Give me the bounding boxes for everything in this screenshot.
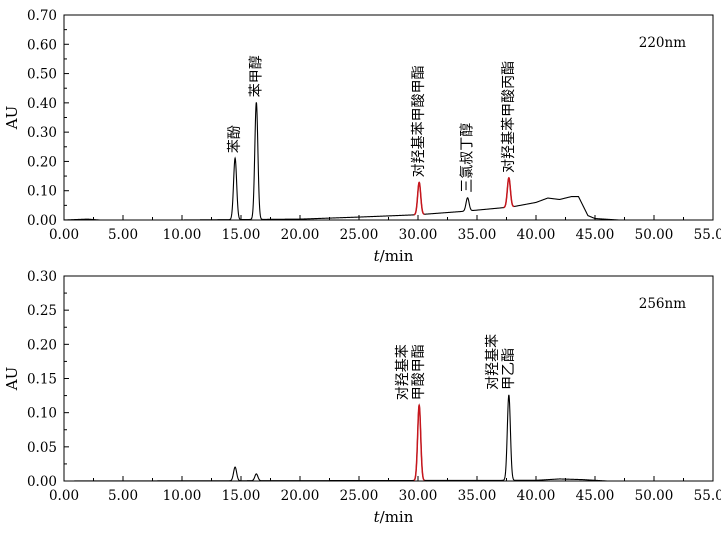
y-tick-label: 0.10 <box>27 406 57 422</box>
y-tick-label: 0.20 <box>27 154 57 170</box>
peak-label: 苯甲醇 <box>247 55 264 97</box>
y-tick-label: 0.05 <box>27 440 57 456</box>
peak-highlight <box>503 176 515 209</box>
y-tick-label: 0.30 <box>27 269 57 285</box>
y-tick-label: 0.60 <box>27 37 57 53</box>
plot-frame <box>63 275 714 482</box>
x-tick-label: 35.00 <box>458 227 497 243</box>
x-tick-label: 55.00 <box>694 227 721 243</box>
y-tick-label: 0.00 <box>27 474 57 490</box>
peak-label: 对羟基苯甲酸甲酯 <box>410 65 427 177</box>
x-tick-label: 40.00 <box>517 227 556 243</box>
peak-label: 苯酚 <box>226 125 243 153</box>
y-tick-label: 0.10 <box>27 184 57 200</box>
x-tick-label: 30.00 <box>399 488 438 504</box>
y-axis-label: AU <box>3 367 21 391</box>
y-tick-label: 0.20 <box>27 337 57 353</box>
x-tick-label: 15.00 <box>222 488 261 504</box>
chart-panel-top: 0.00 5.00 10.00 15.00 20.00 25.00 30.00 35.00 40… <box>3 8 721 265</box>
wavelength-label: 220nm <box>639 35 686 51</box>
y-tick-label: 0.50 <box>27 67 57 83</box>
chromatogram-trace <box>64 394 713 482</box>
wavelength-label: 256nm <box>639 296 686 312</box>
plot-frame <box>63 14 714 221</box>
y-tick-label: 0.40 <box>27 96 57 112</box>
peak-label: 甲乙酯 <box>501 348 517 390</box>
x-tick-label: 10.00 <box>163 488 202 504</box>
x-tick-label: 45.00 <box>576 227 615 243</box>
x-axis-label-symbol: t <box>374 247 381 265</box>
x-tick-label: 40.00 <box>517 488 556 504</box>
x-tick-label: 50.00 <box>635 488 674 504</box>
y-tick-label: 0.15 <box>27 372 57 388</box>
x-tick-label: 20.00 <box>281 488 320 504</box>
x-tick-label: 15.00 <box>222 227 261 243</box>
x-axis-label: t/min <box>374 508 414 526</box>
x-axis-label-unit: /min <box>380 508 414 526</box>
x-axis-label: t/min <box>374 247 414 265</box>
peak-label: 对羟基苯 <box>394 344 411 400</box>
peak-label: 对羟基苯甲酸丙酯 <box>500 61 517 173</box>
x-tick-label: 0.00 <box>49 488 79 504</box>
x-tick-label: 25.00 <box>340 227 379 243</box>
peak-highlight <box>413 403 425 481</box>
y-tick-label: 0.30 <box>27 125 57 141</box>
x-tick-label: 10.00 <box>163 227 202 243</box>
y-tick-label: 0.70 <box>27 8 57 24</box>
y-tick-label: 0.25 <box>27 303 57 319</box>
x-tick-label: 25.00 <box>340 488 379 504</box>
x-axis-label-unit: /min <box>380 247 414 265</box>
x-tick-label: 5.00 <box>108 488 138 504</box>
x-tick-label: 20.00 <box>281 227 320 243</box>
x-tick-label: 45.00 <box>576 488 615 504</box>
chromatogram-trace <box>63 102 713 221</box>
peak-label: 三氯叔丁醇 <box>459 123 476 193</box>
y-axis-label: AU <box>3 106 21 130</box>
chart-panel-bottom: 0.00 5.00 10.00 15.00 20.00 25.00 30.00 35.00 40… <box>3 269 721 526</box>
peak-label: 对羟基苯 <box>484 334 501 390</box>
x-tick-label: 50.00 <box>635 227 674 243</box>
peak-label: 甲酸甲酯 <box>411 344 427 400</box>
y-tick-label: 0.00 <box>27 213 57 229</box>
x-tick-label: 5.00 <box>108 227 138 243</box>
peak-highlight <box>413 181 425 216</box>
x-tick-label: 55.00 <box>694 488 721 504</box>
x-tick-label: 0.00 <box>49 227 79 243</box>
x-axis-label-symbol: t <box>374 508 381 526</box>
x-tick-label: 35.00 <box>458 488 497 504</box>
x-tick-label: 30.00 <box>399 227 438 243</box>
